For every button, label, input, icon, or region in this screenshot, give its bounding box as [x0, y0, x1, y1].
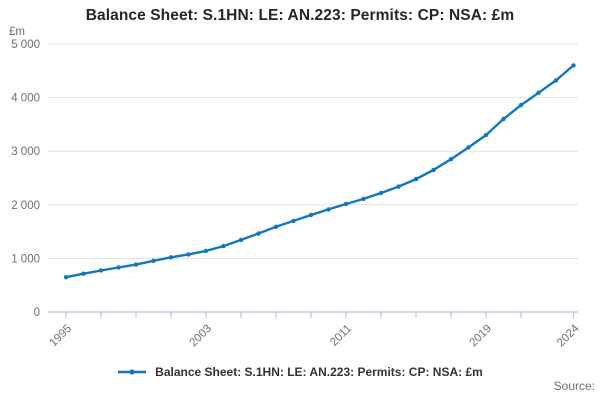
- data-point: [151, 258, 156, 263]
- x-tick-label: 1995: [48, 323, 75, 350]
- legend[interactable]: Balance Sheet: S.1HN: LE: AN.223: Permit…: [0, 362, 600, 382]
- data-point: [518, 102, 524, 108]
- data-point: [396, 184, 401, 189]
- data-point: [501, 116, 506, 122]
- source-caption: Source:: [553, 379, 595, 393]
- data-point: [326, 207, 331, 212]
- data-point: [168, 255, 174, 260]
- data-point: [98, 268, 104, 273]
- data-point: [431, 167, 436, 173]
- data-point: [413, 176, 419, 182]
- data-point: [256, 231, 261, 236]
- data-point: [483, 132, 489, 138]
- data-point: [343, 201, 349, 207]
- x-tick-label: 2019: [468, 323, 495, 350]
- x-tick-label: 2003: [188, 323, 215, 350]
- y-tick-label: 2 000: [11, 200, 40, 212]
- data-point: [238, 237, 244, 243]
- y-axis-unit-label: £m: [9, 26, 25, 38]
- data-point: [203, 248, 209, 254]
- series-line: [64, 64, 575, 279]
- x-tick-label: 2024: [555, 322, 582, 349]
- data-point: [378, 190, 384, 196]
- data-point: [553, 78, 559, 83]
- y-tick-label: 1 000: [11, 253, 40, 265]
- data-point: [273, 224, 279, 229]
- legend-line-marker-icon: [118, 369, 147, 375]
- chart-title: Balance Sheet: S.1HN: LE: AN.223: Permit…: [85, 7, 515, 24]
- data-point: [308, 212, 314, 218]
- data-point: [221, 243, 226, 249]
- data-point: [536, 90, 541, 96]
- y-tick-label: 5 000: [11, 39, 40, 51]
- data-point: [448, 157, 454, 162]
- y-tick-label: 0: [34, 307, 40, 319]
- x-tick-label: 2011: [328, 323, 354, 349]
- data-point: [186, 252, 191, 257]
- data-point: [63, 275, 69, 280]
- data-point: [116, 265, 121, 270]
- y-tick-label: 4 000: [11, 93, 40, 105]
- legend-series-label: Balance Sheet: S.1HN: LE: AN.223: Permit…: [155, 365, 483, 379]
- data-point: [361, 196, 366, 202]
- data-point: [571, 63, 576, 68]
- y-tick-label: 3 000: [11, 146, 40, 158]
- data-point: [81, 271, 86, 276]
- data-point: [466, 145, 471, 150]
- data-point: [291, 218, 296, 224]
- data-point: [133, 262, 139, 267]
